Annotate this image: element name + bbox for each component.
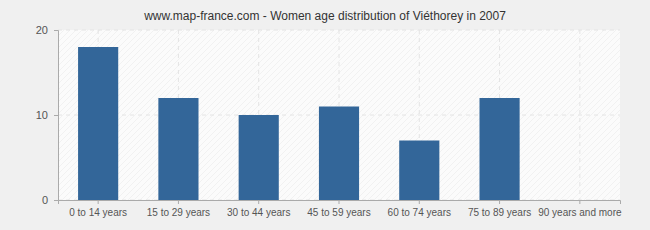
bar — [560, 200, 600, 201]
tick: 90 years and more — [538, 200, 622, 218]
tick-mark — [419, 200, 420, 204]
tick-label: 15 to 29 years — [147, 207, 210, 218]
tick-label: 90 years and more — [538, 207, 622, 218]
tick-mark — [339, 200, 340, 204]
grid-line — [579, 30, 580, 200]
tick-mark — [54, 115, 58, 116]
title: www.map-france.com - Women age distribut… — [143, 9, 506, 23]
tick-mark — [579, 200, 580, 204]
tick-mark — [258, 200, 259, 204]
bar — [319, 107, 359, 201]
x-axis: 0 to 14 years 15 to 29 years 30 to 44 year… — [59, 200, 622, 218]
grid — [58, 30, 620, 200]
bars — [78, 47, 520, 200]
bar — [239, 115, 279, 200]
tick-mark — [54, 30, 58, 31]
bar — [399, 141, 439, 201]
plot-background — [58, 30, 620, 200]
tick: 45 to 59 years — [307, 200, 370, 218]
axis-line — [59, 201, 621, 205]
tick-label: 30 to 44 years — [227, 207, 290, 218]
bar — [78, 47, 118, 200]
tick-mark — [178, 200, 179, 204]
plot: 0 10 20 0 to 14 years 15 to 29 years 30 to 44… — [36, 24, 622, 218]
bar — [158, 98, 198, 200]
tick-label: 10 — [36, 109, 48, 121]
tick: 75 to 89 years — [468, 200, 531, 218]
tick-label: 60 to 74 years — [388, 207, 451, 218]
tick-label: 75 to 89 years — [468, 207, 531, 218]
tick: 0 to 14 years — [69, 200, 127, 218]
tick-label: 20 — [36, 24, 48, 36]
tick-label: 0 to 14 years — [69, 207, 127, 218]
chart: www.map-france.com - Women age distribut… — [0, 0, 650, 230]
tick-label: 45 to 59 years — [307, 207, 370, 218]
tick-label: 0 — [42, 194, 48, 206]
tick: 60 to 74 years — [388, 200, 451, 218]
tick: 30 to 44 years — [227, 200, 290, 218]
tick-mark — [499, 200, 500, 204]
tick: 15 to 29 years — [147, 200, 210, 218]
tick-mark — [98, 200, 99, 204]
tick: 0 — [42, 194, 58, 206]
axis-line — [54, 31, 59, 201]
tick: 10 — [36, 109, 58, 121]
bar — [480, 98, 520, 200]
tick-mark — [54, 200, 58, 201]
tick: 20 — [36, 24, 58, 36]
y-axis: 0 10 20 — [36, 24, 59, 206]
